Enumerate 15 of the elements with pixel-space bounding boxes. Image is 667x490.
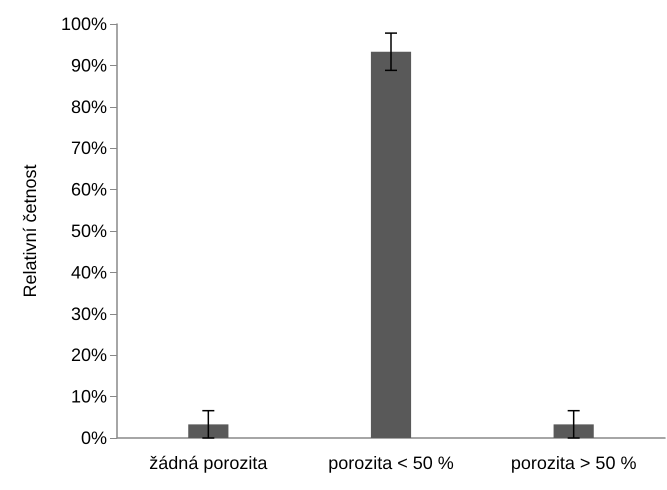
y-tick-label: 80% (70, 96, 107, 117)
x-tick-label: žádná porozita (149, 453, 268, 473)
y-tick-label: 20% (70, 345, 107, 366)
y-tick-label: 70% (70, 138, 107, 158)
x-tick-label: porozita > 50 % (510, 453, 636, 473)
y-tick-label: 0% (80, 428, 107, 448)
y-tick-label: 90% (70, 55, 107, 76)
y-tick-label: 100% (60, 14, 107, 34)
y-tick-label: 60% (70, 180, 107, 200)
y-tick-label: 10% (70, 386, 107, 407)
y-tick-label: 30% (70, 304, 107, 324)
y-tick-label: 40% (70, 262, 107, 282)
x-tick-label: porozita < 50 % (328, 453, 454, 473)
y-tick-label: 50% (70, 221, 107, 241)
y-axis-title: Relativní četnost (20, 164, 40, 298)
